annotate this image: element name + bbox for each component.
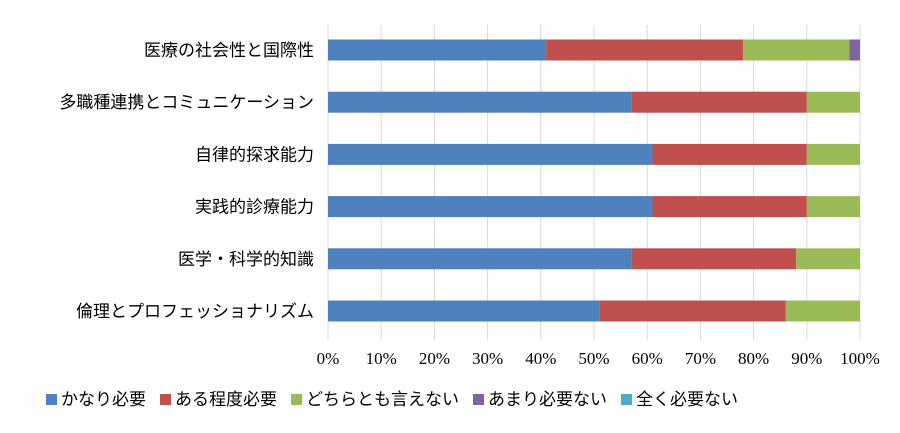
legend-label: どちらとも言えない	[306, 390, 459, 410]
legend-label: あまり必要ない	[488, 390, 607, 410]
bar-segment	[806, 91, 860, 113]
legend-swatch	[160, 394, 171, 405]
legend: かなり必要 ある程度必要 どちらとも言えない あまり必要ない 全く必要ない	[46, 390, 738, 410]
legend-swatch	[473, 394, 484, 405]
bar-segment	[546, 39, 743, 61]
x-tick-label: 100%	[840, 349, 880, 368]
bar-segment	[328, 300, 600, 322]
x-tick-label: 80%	[738, 349, 769, 368]
legend-label: かなり必要	[61, 390, 146, 410]
bar-segment	[328, 248, 632, 270]
bar-segment	[328, 196, 653, 218]
category-label: 多職種連携とコミュニケーション	[59, 93, 314, 113]
x-tick-label: 70%	[685, 349, 716, 368]
bar-segment	[652, 143, 807, 165]
bar-segment	[652, 196, 807, 218]
legend-swatch	[621, 394, 632, 405]
category-label: 医療の社会性と国際性	[144, 41, 314, 61]
bar-segment	[796, 248, 860, 270]
category-labels: 医療の社会性と国際性多職種連携とコミュニケーション自律的探求能力実践的診療能力医…	[59, 41, 314, 322]
x-tick-label: 20%	[419, 349, 450, 368]
category-label: 自律的探求能力	[195, 145, 314, 165]
x-tick-label: 50%	[578, 349, 609, 368]
bar-segment	[631, 91, 807, 113]
legend-swatch	[46, 394, 57, 405]
bar-segment	[742, 39, 850, 61]
bars	[328, 39, 860, 322]
x-tick-label: 40%	[525, 349, 556, 368]
bar-segment	[849, 39, 860, 61]
bar-segment	[806, 143, 860, 165]
x-tick-label: 30%	[472, 349, 503, 368]
x-tick-label: 90%	[791, 349, 822, 368]
bar-segment	[599, 300, 786, 322]
category-label: 倫理とプロフェッショナリズム	[76, 302, 314, 322]
bar-segment	[328, 39, 547, 61]
x-tick-label: 0%	[317, 349, 340, 368]
bar-segment	[328, 143, 653, 165]
grid-lines	[327, 25, 861, 340]
x-tick-label: 10%	[366, 349, 397, 368]
bar-segment	[631, 248, 797, 270]
bar-segment	[785, 300, 860, 322]
category-label: 医学・科学的知識	[178, 250, 314, 270]
bar-segment	[806, 196, 860, 218]
bar-segment	[328, 91, 632, 113]
legend-label: ある程度必要	[175, 390, 277, 410]
legend-swatch	[291, 394, 302, 405]
legend-label: 全く必要ない	[636, 390, 738, 410]
x-tick-labels: 0% 10% 20% 30% 40% 50% 60% 70% 80% 90% 100%	[317, 349, 880, 368]
category-label: 実践的診療能力	[195, 198, 314, 218]
x-tick-label: 60%	[632, 349, 663, 368]
